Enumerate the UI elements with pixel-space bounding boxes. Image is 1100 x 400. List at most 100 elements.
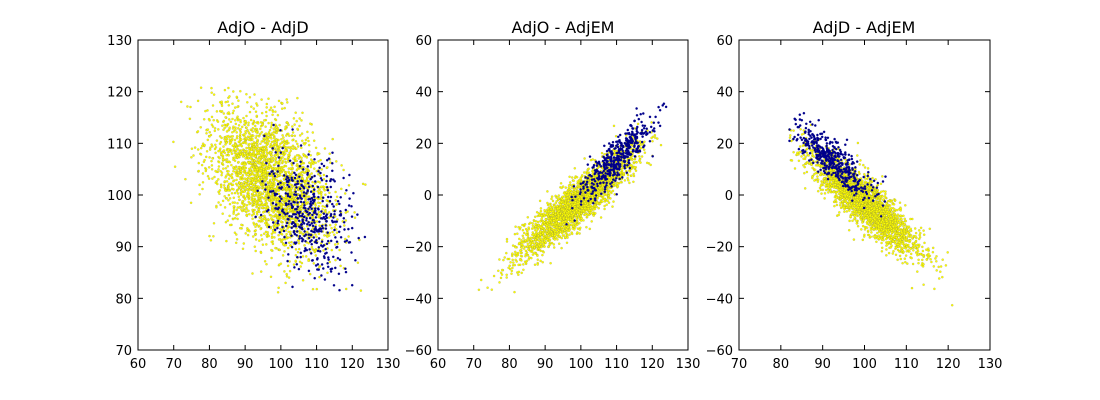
scatter-point [522,263,525,266]
scatter-point [338,202,341,206]
scatter-point [268,172,271,176]
scatter-point [308,205,312,208]
scatter-point [339,196,342,199]
scatter-point [290,134,294,137]
scatter-point [629,155,633,159]
scatter-point [213,127,217,130]
scatter-point [237,99,240,102]
scatter-point [306,225,309,228]
scatter-point [225,158,229,161]
scatter-point [324,247,327,251]
scatter-point [236,217,239,221]
scatter-point [298,187,302,190]
scatter-point [236,105,239,109]
scatter-point [550,241,554,245]
scatter-point [213,147,217,151]
scatter-point [245,188,249,191]
scatter-point [281,183,284,186]
scatter-point [626,173,630,177]
scatter-point [607,197,610,200]
scatter-point [300,183,303,187]
scatter-point [263,196,267,199]
scatter-point [281,107,284,110]
scatter-point [325,179,328,183]
scatter-point [548,202,551,206]
scatter-point [295,154,299,157]
scatter-point [252,198,255,201]
scatter-point [221,161,224,165]
scatter-point [261,147,264,150]
scatter-point [223,195,226,198]
scatter-point [283,141,286,144]
scatter-point [218,156,221,160]
scatter-point [505,251,508,255]
scatter-point [259,227,262,231]
scatter-point [327,216,331,219]
scatter-point [332,284,336,287]
scatter-point [301,233,304,236]
scatter-point [282,139,286,142]
scatter-point [326,188,330,192]
scatter-point [273,236,276,239]
scatter-point [257,122,260,125]
scatter-point [526,216,529,219]
scatter-point [500,273,504,276]
scatter-point [260,238,264,241]
scatter-point [251,217,254,220]
scatter-point [272,218,275,222]
scatter-point [556,238,559,241]
scatter-point [519,249,522,252]
scatter-point [568,195,571,198]
scatter-point [550,195,554,198]
scatter-point [257,162,261,165]
scatter-point [578,222,581,225]
scatter-point [238,185,241,189]
scatter-point [323,278,327,281]
scatter-point [264,188,267,191]
scatter-point [300,174,303,177]
scatter-point [309,177,312,181]
scatter-point [303,234,306,238]
scatter-point [273,231,277,234]
scatter-point [262,183,265,186]
scatter-point [288,134,291,137]
scatter-point [325,185,329,189]
scatter-point [255,191,258,194]
scatter-point [212,119,215,122]
scatter-point [214,169,217,173]
scatter-point [296,251,300,254]
scatter-point [265,234,268,237]
scatter-point [256,204,259,207]
scatter-point [278,238,281,241]
scatter-point [274,118,278,122]
scatter-point [353,216,357,219]
scatter-point [274,110,277,113]
scatter-point [245,93,248,96]
scatter-point [290,234,293,237]
scatter-point [279,262,283,265]
scatter-point [505,237,509,241]
scatter-point [210,168,214,171]
scatter-point [338,288,341,292]
scatter-point [241,200,244,203]
scatter-point [205,155,208,159]
scatter-point [632,172,635,176]
scatter-point [318,250,322,253]
scatter-point [570,186,573,189]
scatter-point [287,276,291,279]
scatter-point [275,128,278,131]
scatter-point [268,108,271,112]
scatter-point [243,204,246,208]
scatter-point [319,217,323,220]
y-tick-label: 130 [107,34,132,49]
scatter-point [305,192,308,195]
scatter-point [206,109,209,112]
scatter-point [259,213,263,217]
scatter-point [235,146,238,149]
scatter-point [259,216,262,220]
scatter-point [288,171,291,175]
scatter-point [295,159,298,163]
scatter-point [299,223,303,227]
scatter-point [273,105,276,108]
scatter-point [307,185,311,189]
